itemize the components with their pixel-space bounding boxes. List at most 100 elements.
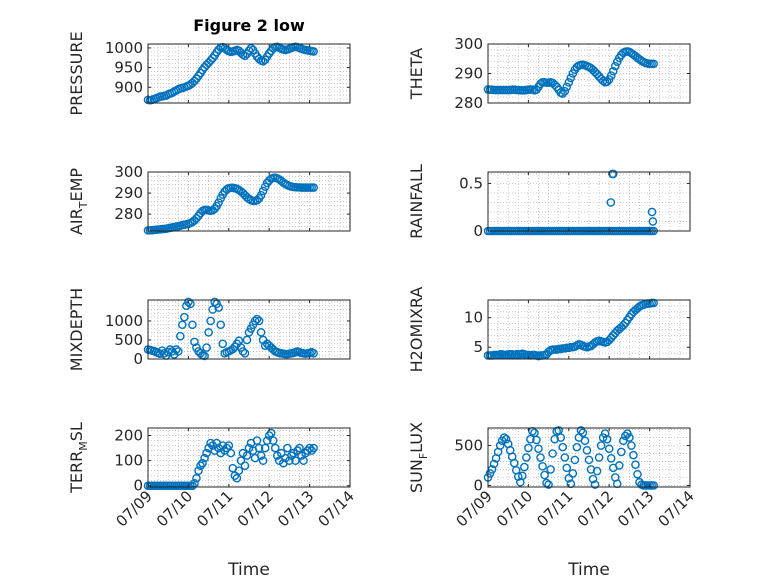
data-point — [627, 441, 636, 450]
data-point — [648, 217, 658, 226]
subplot-h2omixra: 5 10 H2OMIXRA — [407, 287, 691, 373]
data-point — [534, 444, 543, 454]
data-point — [540, 470, 549, 480]
data-point — [250, 316, 260, 326]
data-point — [524, 443, 533, 453]
y-tick-label: 0.5 — [459, 174, 483, 192]
data-point — [631, 460, 640, 469]
data-point — [562, 82, 572, 92]
x-axis-label: Time — [227, 560, 270, 580]
data-point — [570, 455, 580, 465]
data-point — [588, 474, 598, 484]
axes-box — [487, 299, 691, 360]
data-point — [238, 347, 248, 356]
data-point — [309, 348, 318, 358]
data-point — [560, 453, 570, 462]
data-point — [176, 331, 185, 341]
y-axis-label: TERRMSL — [67, 422, 90, 494]
data-point — [216, 320, 226, 330]
data-point — [299, 456, 308, 465]
data-point — [615, 461, 624, 470]
data-point — [606, 453, 616, 463]
figure-title: Figure 2 low — [193, 16, 305, 35]
data-point — [178, 320, 187, 330]
y-axis-label: SUNFLUX — [407, 422, 430, 493]
data-point — [180, 312, 189, 322]
data-point — [192, 473, 201, 483]
data-point — [560, 86, 570, 96]
data-point — [550, 434, 559, 444]
data-point — [291, 456, 300, 465]
y-tick-label: 280 — [114, 205, 143, 223]
axes-box — [487, 427, 691, 488]
subplot-air_temp: 280 290 300 AIRTEMP — [67, 163, 351, 235]
data-point — [520, 462, 529, 472]
axes-box — [147, 171, 351, 232]
data-point — [606, 71, 616, 80]
data-point — [522, 453, 531, 462]
data-point — [242, 451, 252, 460]
y-axis-label: PRESSURE — [67, 31, 86, 115]
data-point — [159, 348, 169, 358]
data-point — [198, 458, 207, 468]
data-point — [608, 66, 618, 76]
data-point — [518, 471, 527, 481]
plot-area — [148, 300, 350, 359]
data-point — [548, 449, 557, 458]
y-axis-label: H2OMIXRA — [407, 287, 426, 373]
y-tick-label: 300 — [454, 35, 483, 53]
data-point — [232, 473, 242, 483]
data-point — [309, 443, 318, 453]
axes-box — [147, 43, 351, 104]
data-point — [556, 433, 566, 442]
y-tick-label: 500 — [114, 331, 143, 349]
data-point — [582, 446, 592, 455]
data-point — [256, 328, 266, 337]
data-point — [633, 469, 642, 479]
data-point — [295, 443, 304, 453]
data-point — [558, 442, 568, 452]
y-axis-label: MIXDEPTH — [67, 288, 86, 371]
data-point — [538, 461, 547, 471]
data-point — [562, 463, 572, 473]
data-point — [258, 186, 268, 196]
data-point — [309, 47, 318, 56]
data-point — [594, 453, 604, 462]
data-point — [206, 56, 215, 65]
data-point — [544, 480, 553, 489]
data-point — [258, 456, 268, 465]
plot-area — [488, 172, 690, 231]
axes-box — [147, 299, 351, 360]
data-point — [246, 44, 256, 53]
y-tick-label: 280 — [454, 94, 483, 112]
data-point — [173, 347, 183, 356]
data-point — [234, 466, 244, 475]
y-axis-label: AIRTEMP — [67, 168, 90, 235]
axes-box — [147, 427, 351, 488]
data-point — [629, 450, 638, 460]
y-tick-label: 0 — [473, 476, 483, 494]
data-point — [252, 436, 262, 445]
data-point — [196, 461, 205, 470]
data-point — [566, 73, 576, 83]
data-point — [240, 51, 250, 61]
data-point — [647, 207, 657, 217]
y-tick-label: 0 — [133, 477, 143, 495]
data-point — [206, 438, 215, 448]
data-point — [536, 453, 545, 462]
y-tick-label: 500 — [454, 437, 483, 455]
data-point — [532, 435, 541, 445]
y-tick-label: 1000 — [105, 312, 143, 330]
data-point — [270, 443, 280, 453]
data-point — [526, 434, 535, 444]
subplot-theta: 280 290 300 THETA — [407, 35, 691, 112]
data-point — [254, 316, 264, 326]
data-point — [256, 451, 266, 460]
data-point — [242, 335, 252, 345]
data-point — [256, 190, 266, 200]
data-point — [200, 351, 209, 361]
